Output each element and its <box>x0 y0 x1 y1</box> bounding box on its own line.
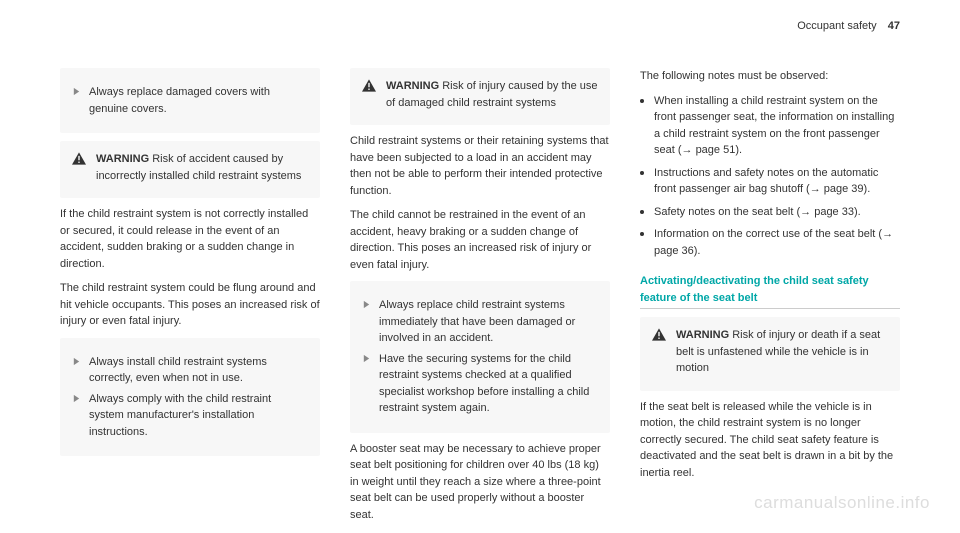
paragraph: Child restraint systems or their retaini… <box>350 133 610 199</box>
column-2: WARNING Risk of injury caused by the use… <box>350 60 610 531</box>
bullet-dot-icon <box>640 171 644 175</box>
top-bullet-list: Always replace damaged covers with genui… <box>72 84 308 117</box>
column-1: Always replace damaged covers with genui… <box>60 60 320 531</box>
arrow-icon <box>362 300 371 309</box>
arrow-icon <box>72 394 81 403</box>
warning-label: WARNING <box>386 80 439 92</box>
list-item: Have the securing systems for the child … <box>362 351 598 417</box>
list-item-text: Always replace damaged covers with genui… <box>89 84 308 117</box>
paragraph: A booster seat may be necessary to achie… <box>350 441 610 524</box>
instruction-list: Always replace child restraint systems i… <box>362 297 598 417</box>
list-item: Always comply with the child restraint s… <box>72 391 308 441</box>
list-item: When installing a child restraint system… <box>640 93 900 159</box>
watermark: carmanualsonline.info <box>754 490 930 516</box>
warning-label: WARNING <box>676 329 729 341</box>
warning-text-block: WARNING Risk of injury or death if a sea… <box>676 327 888 377</box>
list-item: Information on the correct use of the se… <box>640 226 900 259</box>
instruction-list: Always install child restraint systems c… <box>72 354 308 441</box>
warning-triangle-icon <box>362 79 376 92</box>
bullet-dot-icon <box>640 232 644 236</box>
list-item-text: Have the securing systems for the child … <box>379 351 598 417</box>
list-item-text: Always replace child restraint systems i… <box>379 297 598 347</box>
warning-header: WARNING Risk of accident caused by incor… <box>72 151 308 184</box>
list-item: Always replace child restraint systems i… <box>362 297 598 347</box>
arrow-icon <box>72 357 81 366</box>
list-item-text: Information on the correct use of the se… <box>654 226 900 259</box>
warning-box-3: WARNING Risk of injury or death if a sea… <box>640 317 900 391</box>
warning-text-block: WARNING Risk of accident caused by incor… <box>96 151 308 184</box>
paragraph: The child restraint system could be flun… <box>60 280 320 330</box>
arrow-icon <box>72 87 81 96</box>
page-number: 47 <box>888 20 900 32</box>
instruction-box: Always install child restraint systems c… <box>60 338 320 457</box>
warning-triangle-icon <box>652 328 666 341</box>
warning-box-2: WARNING Risk of injury caused by the use… <box>350 68 610 125</box>
warning-box-1: WARNING Risk of accident caused by incor… <box>60 141 320 198</box>
arrow-icon <box>362 354 371 363</box>
section-name: Occupant safety <box>797 20 877 32</box>
bullet-dot-icon <box>640 210 644 214</box>
section-heading: Activating/deactivating the child seat s… <box>640 273 900 309</box>
warning-box-top: Always replace damaged covers with genui… <box>60 68 320 133</box>
warning-header: WARNING Risk of injury or death if a sea… <box>652 327 888 377</box>
warning-header: WARNING Risk of injury caused by the use… <box>362 78 598 111</box>
warning-text-block: WARNING Risk of injury caused by the use… <box>386 78 598 111</box>
list-item-text: Always comply with the child restraint s… <box>89 391 308 441</box>
warning-label: WARNING <box>96 153 149 165</box>
list-item: Safety notes on the seat belt (→ page 33… <box>640 204 900 221</box>
list-item-text: Instructions and safety notes on the aut… <box>654 165 900 198</box>
paragraph: If the child restraint system is not cor… <box>60 206 320 272</box>
list-item: Instructions and safety notes on the aut… <box>640 165 900 198</box>
page-header: Occupant safety 47 <box>797 18 900 35</box>
paragraph: The child cannot be restrained in the ev… <box>350 207 610 273</box>
notes-list: When installing a child restraint system… <box>640 93 900 260</box>
bullet-dot-icon <box>640 99 644 103</box>
list-item: Always install child restraint systems c… <box>72 354 308 387</box>
list-item: Always replace damaged covers with genui… <box>72 84 308 117</box>
instruction-box: Always replace child restraint systems i… <box>350 281 610 433</box>
paragraph: If the seat belt is released while the v… <box>640 399 900 482</box>
list-item-text: Safety notes on the seat belt (→ page 33… <box>654 204 861 221</box>
column-3: The following notes must be observed: Wh… <box>640 60 900 531</box>
list-item-text: When installing a child restraint system… <box>654 93 900 159</box>
list-item-text: Always install child restraint systems c… <box>89 354 308 387</box>
intro-text: The following notes must be observed: <box>640 68 900 85</box>
content-columns: Always replace damaged covers with genui… <box>60 60 900 531</box>
warning-triangle-icon <box>72 152 86 165</box>
